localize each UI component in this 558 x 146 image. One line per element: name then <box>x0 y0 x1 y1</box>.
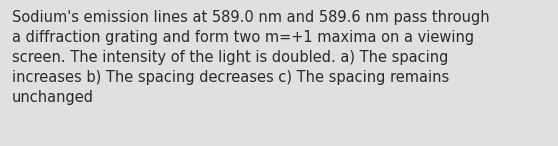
Text: Sodium's emission lines at 589.0 nm and 589.6 nm pass through
a diffraction grat: Sodium's emission lines at 589.0 nm and … <box>12 10 489 105</box>
